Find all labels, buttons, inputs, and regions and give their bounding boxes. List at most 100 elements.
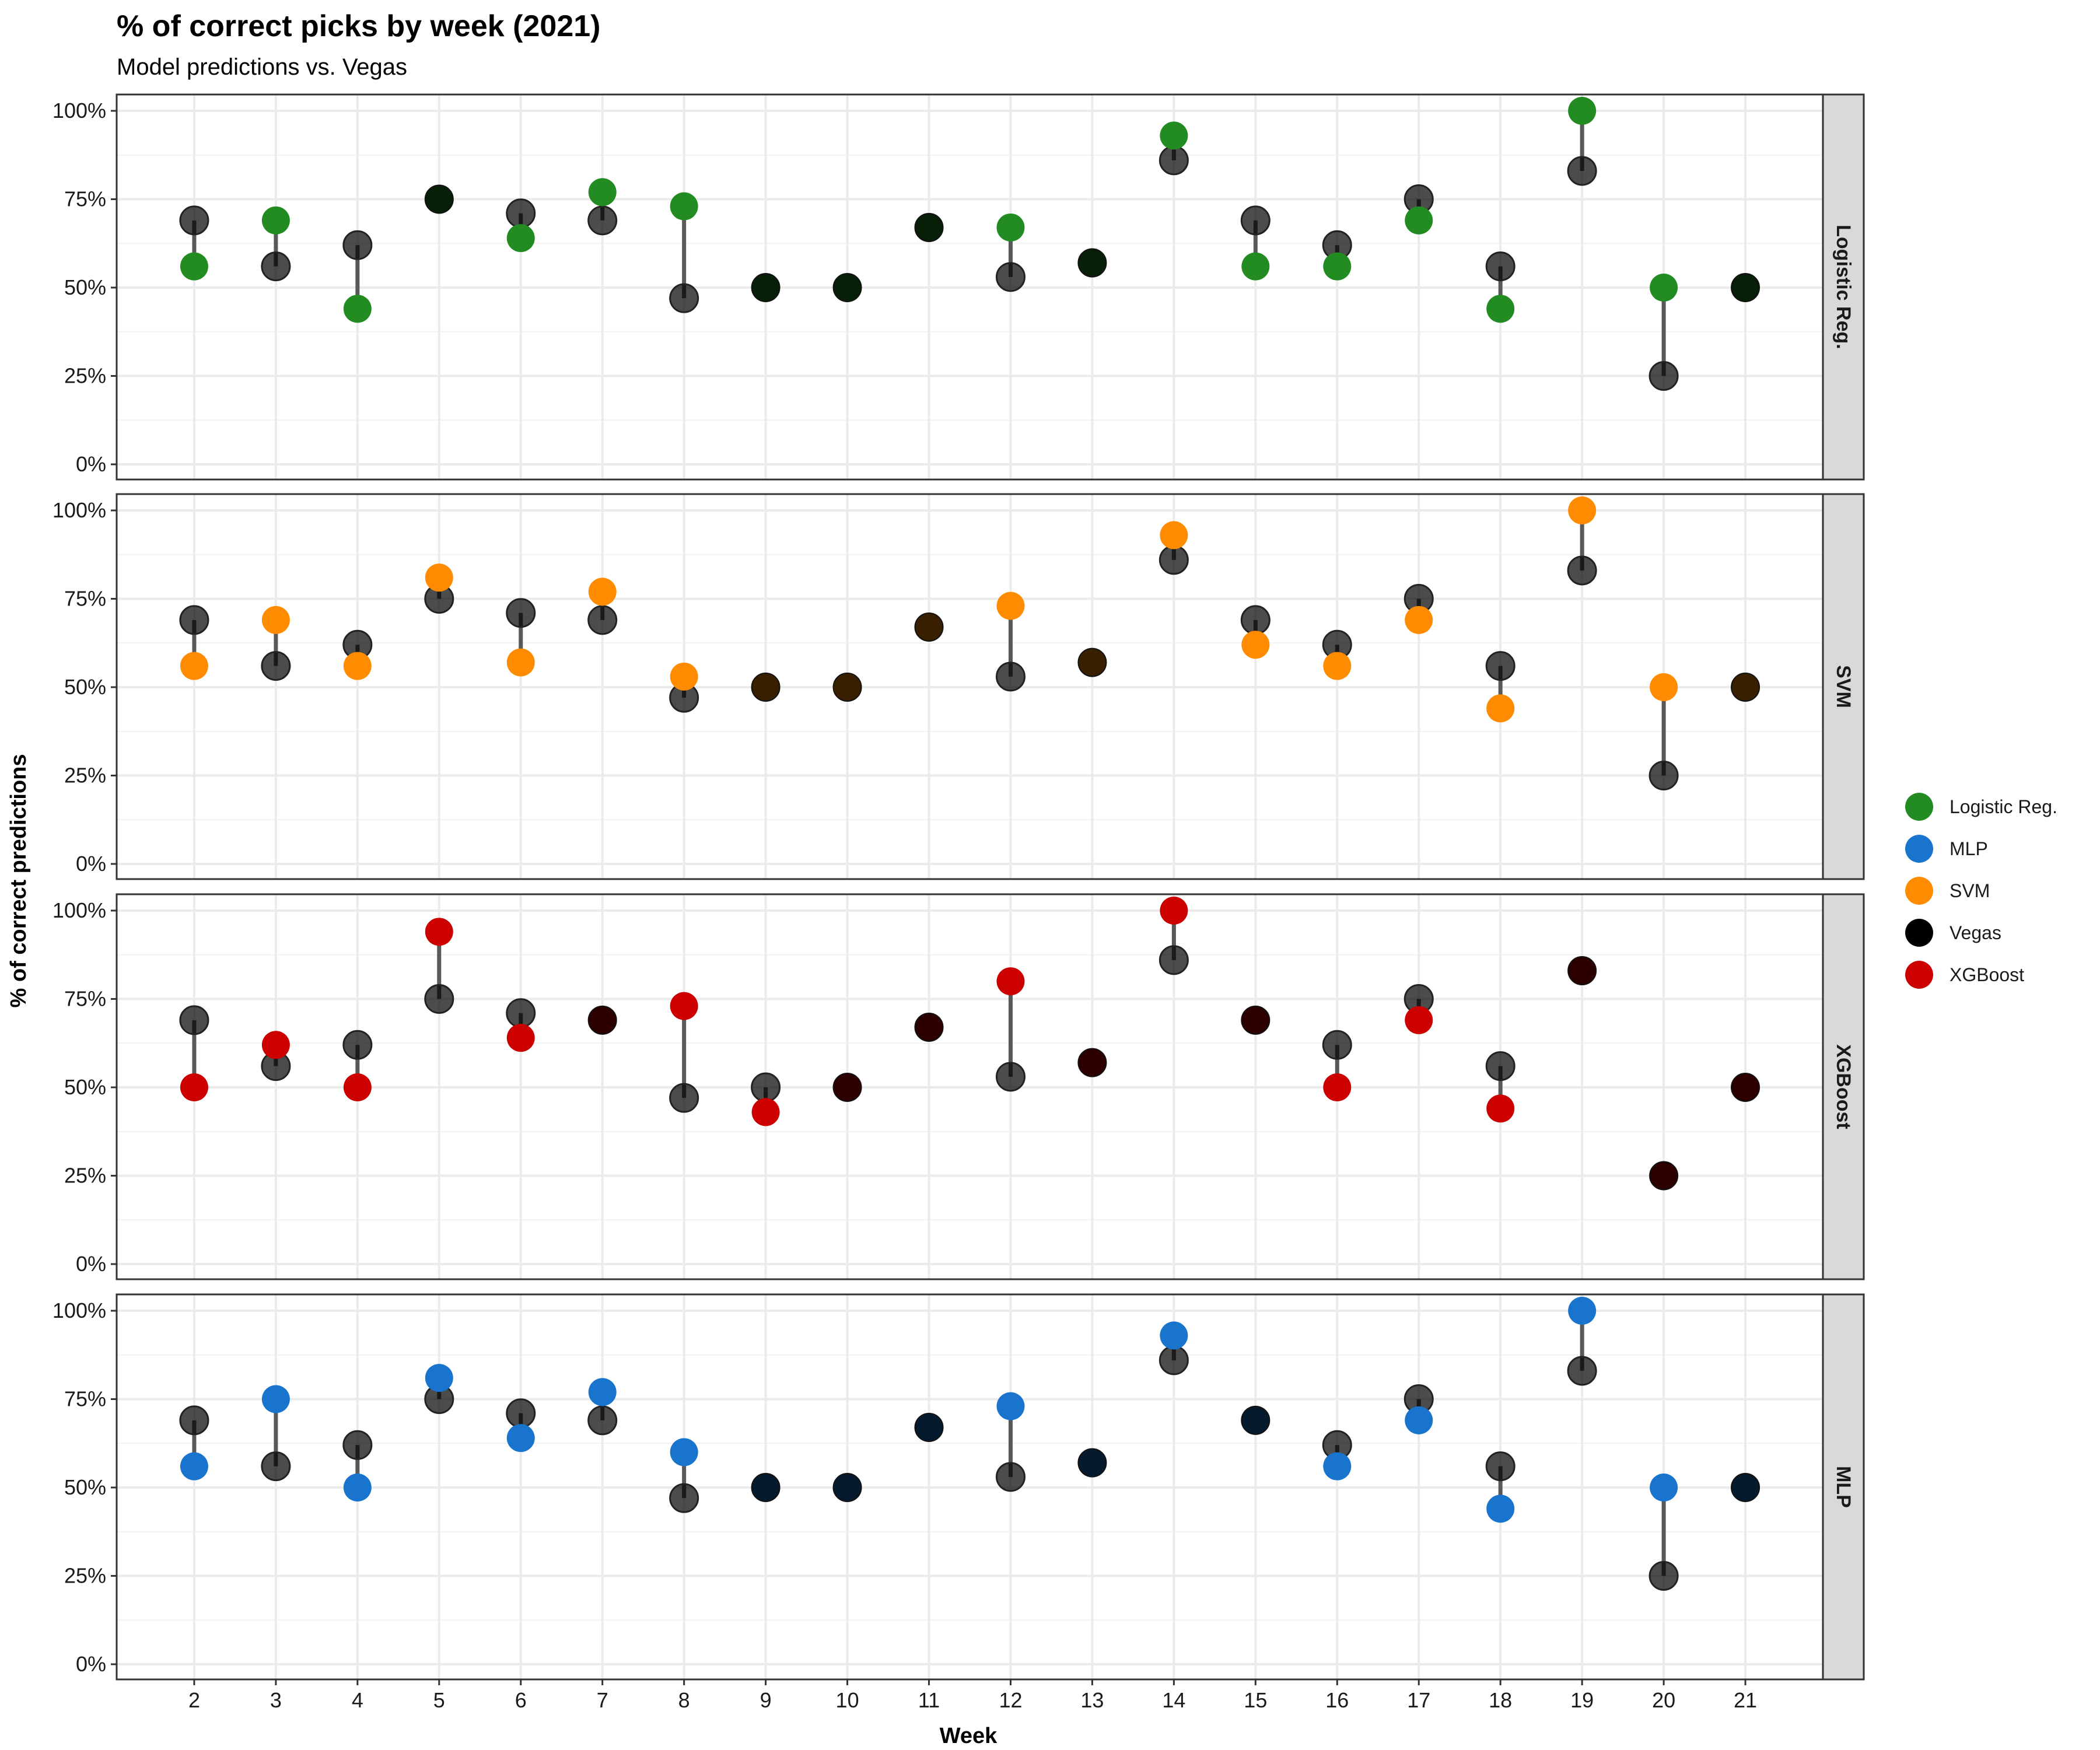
vegas-point [1485, 651, 1516, 681]
legend-label: MLP [1950, 838, 1988, 859]
y-tick-label: 0% [76, 452, 106, 476]
y-tick-label: 50% [64, 1475, 106, 1499]
model-point [588, 1378, 617, 1406]
model-point [670, 662, 698, 691]
vegas-point [342, 230, 373, 260]
model-point [1405, 1406, 1433, 1434]
facet-strip [1822, 493, 1865, 880]
model-point [1486, 295, 1515, 323]
x-tick-label: 20 [1652, 1688, 1675, 1712]
vegas-point [1485, 251, 1516, 282]
x-tick-label: 18 [1489, 1688, 1512, 1712]
model-point [343, 1073, 372, 1101]
panel-mlp: 0% 25% 50% 75% 100% MLP [52, 1293, 1865, 1681]
vegas-point [995, 262, 1026, 292]
y-tick-label: 25% [64, 1564, 106, 1588]
x-tick-label: 9 [760, 1688, 772, 1712]
model-point [588, 178, 617, 206]
vegas-point [1648, 761, 1679, 790]
overlap-point [832, 673, 862, 702]
overlap-point [1241, 1405, 1270, 1435]
vegas-point [179, 1005, 209, 1035]
vegas-point [587, 205, 618, 236]
vegas-point [261, 651, 291, 681]
model-point [996, 213, 1025, 242]
vegas-point [995, 662, 1026, 692]
legend-label: Vegas [1950, 922, 2001, 943]
overlap-point [1077, 648, 1107, 677]
overlap-point [751, 273, 780, 302]
y-tick-label: 25% [64, 1164, 106, 1188]
vegas-point [669, 283, 699, 313]
overlap-point [1731, 673, 1760, 702]
model-point [670, 1438, 698, 1466]
y-tick-label: 25% [64, 364, 106, 388]
model-point [670, 192, 698, 220]
model-point [343, 652, 372, 680]
vegas-point [179, 205, 209, 236]
overlap-point [914, 1412, 944, 1442]
model-point [1405, 606, 1433, 634]
model-point [1241, 631, 1270, 659]
overlap-point [1649, 1161, 1679, 1191]
facet-strip-label: XGBoost [1832, 1044, 1854, 1129]
overlap-point [1731, 1473, 1760, 1502]
vegas-point [587, 605, 618, 635]
overlap-point [1077, 248, 1107, 278]
y-tick-label: 50% [64, 275, 106, 299]
x-tick-label: 17 [1407, 1688, 1430, 1712]
facet-strip-label: MLP [1832, 1466, 1854, 1508]
y-tick-label: 100% [52, 898, 106, 922]
model-point [261, 1031, 290, 1059]
overlap-point [832, 1473, 862, 1502]
model-point [506, 1024, 535, 1052]
x-tick-label: 16 [1325, 1688, 1349, 1712]
overlap-point [1567, 956, 1597, 986]
model-point [1568, 1297, 1597, 1325]
vegas-point [751, 1072, 781, 1102]
x-tick-label: 7 [597, 1688, 608, 1712]
vegas-point [1158, 1345, 1189, 1376]
overlap-point [1731, 1073, 1760, 1102]
vegas-point [342, 1030, 373, 1060]
x-tick-label: 14 [1162, 1688, 1185, 1712]
chart-subtitle: Model predictions vs. Vegas [117, 54, 407, 80]
x-axis-title: Week [940, 1724, 998, 1748]
model-point [261, 1385, 290, 1413]
vegas-point [506, 1398, 536, 1429]
legend-key [1905, 793, 1933, 821]
x-tick-label: 3 [270, 1688, 282, 1712]
x-tick-label: 10 [836, 1688, 859, 1712]
x-tick-label: 15 [1244, 1688, 1267, 1712]
vegas-point [342, 1430, 373, 1460]
x-axis: 2 3 4 5 6 7 8 9 10 11 12 13 14 15 16 17 18 19 20 21 [188, 1679, 1757, 1712]
model-point [1650, 274, 1678, 302]
model-point [180, 652, 208, 680]
vegas-point [506, 998, 536, 1028]
model-point [1486, 694, 1515, 723]
model-point [343, 295, 372, 323]
x-tick-label: 12 [999, 1688, 1022, 1712]
overlap-point [1731, 273, 1760, 302]
overlap-point [914, 212, 944, 242]
vegas-point [1158, 945, 1189, 975]
legend-label: Logistic Reg. [1950, 796, 2057, 817]
vegas-point [261, 1451, 291, 1482]
vegas-point [1322, 1030, 1352, 1060]
vegas-point [1240, 205, 1270, 236]
overlap-point [751, 1473, 780, 1502]
model-point [180, 1452, 208, 1480]
model-point [996, 967, 1025, 996]
model-point [1486, 1494, 1515, 1523]
vegas-point [506, 198, 536, 229]
model-point [1650, 673, 1678, 701]
panel-xgboost: 0% 25% 50% 75% 100% XGBoost [52, 893, 1865, 1280]
vegas-point [1567, 1356, 1597, 1386]
x-tick-label: 6 [515, 1688, 527, 1712]
vegas-point [424, 984, 454, 1014]
model-point [1323, 1452, 1352, 1480]
vegas-point [1648, 1561, 1679, 1591]
x-tick-label: 19 [1570, 1688, 1594, 1712]
overlap-point [1241, 1005, 1270, 1035]
y-tick-label: 75% [64, 587, 106, 611]
